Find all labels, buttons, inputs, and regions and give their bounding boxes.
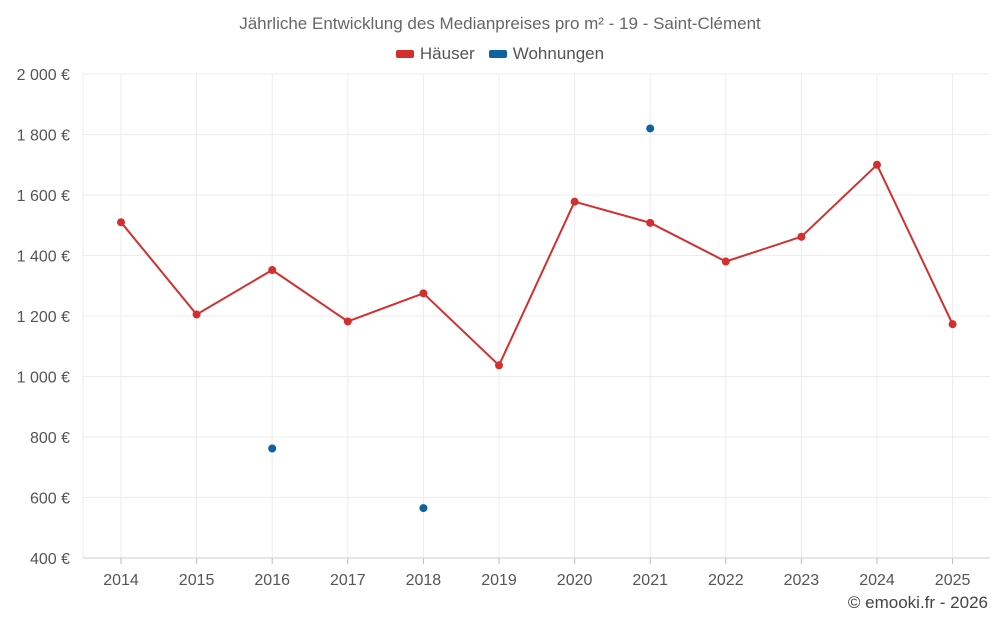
x-tick-label: 2014: [103, 572, 139, 589]
legend-label-haeuser: Häuser: [419, 44, 475, 63]
y-tick-label: 1 200 €: [17, 309, 70, 326]
y-tick-label: 400 €: [30, 551, 70, 568]
data-point-haeuser-2022: [721, 257, 730, 266]
legend-item-wohnungen[interactable]: Wohnungen: [488, 44, 605, 64]
data-point-haeuser-2014: [117, 218, 125, 227]
data-point-haeuser-2020: [570, 197, 579, 206]
x-tick-label: 2017: [330, 572, 366, 589]
data-point-haeuser-2015: [192, 310, 201, 319]
legend-swatch-haeuser: [395, 50, 414, 58]
data-point-haeuser-2016: [268, 266, 277, 275]
x-tick-label: 2018: [406, 572, 442, 589]
data-point-haeuser-2025: [948, 320, 957, 329]
y-tick-label: 1 800 €: [17, 128, 70, 145]
data-point-haeuser-2021: [646, 218, 655, 227]
x-tick-label: 2016: [254, 572, 290, 589]
y-tick-label: 1 000 €: [17, 370, 70, 387]
legend-item-haeuser[interactable]: Häuser: [395, 44, 475, 64]
chart-title: Jährliche Entwicklung des Medianpreises …: [239, 14, 761, 33]
data-point-wohnungen-2021: [646, 124, 655, 133]
x-tick-label: 2023: [784, 572, 820, 589]
data-point-haeuser-2024: [873, 160, 881, 169]
data-point-haeuser-2017: [343, 317, 352, 326]
y-tick-label: 1 600 €: [17, 188, 70, 205]
copyright-footer: © emooki.fr - 2026: [847, 593, 988, 612]
legend-swatch-wohnungen: [488, 50, 507, 58]
y-tick-label: 600 €: [30, 491, 70, 508]
x-tick-label: 2015: [179, 572, 215, 589]
x-tick-label: 2020: [557, 572, 593, 589]
data-point-haeuser-2023: [797, 232, 806, 241]
data-point-haeuser-2018: [419, 289, 428, 298]
legend: Häuser Wohnungen: [0, 44, 1000, 64]
y-tick-label: 800 €: [30, 430, 70, 447]
legend-label-wohnungen: Wohnungen: [512, 44, 605, 63]
data-point-wohnungen-2016: [268, 444, 277, 453]
x-tick-label: 2025: [935, 572, 971, 589]
y-tick-label: 1 400 €: [17, 249, 70, 266]
x-tick-label: 2022: [708, 572, 744, 589]
data-point-wohnungen-2018: [419, 504, 428, 513]
x-tick-label: 2021: [632, 572, 668, 589]
x-tick-label: 2024: [859, 572, 895, 589]
y-tick-label: 2 000 €: [17, 67, 70, 84]
data-point-haeuser-2019: [495, 361, 503, 370]
x-tick-label: 2019: [481, 572, 517, 589]
series-line-haeuser: [120, 163, 954, 367]
